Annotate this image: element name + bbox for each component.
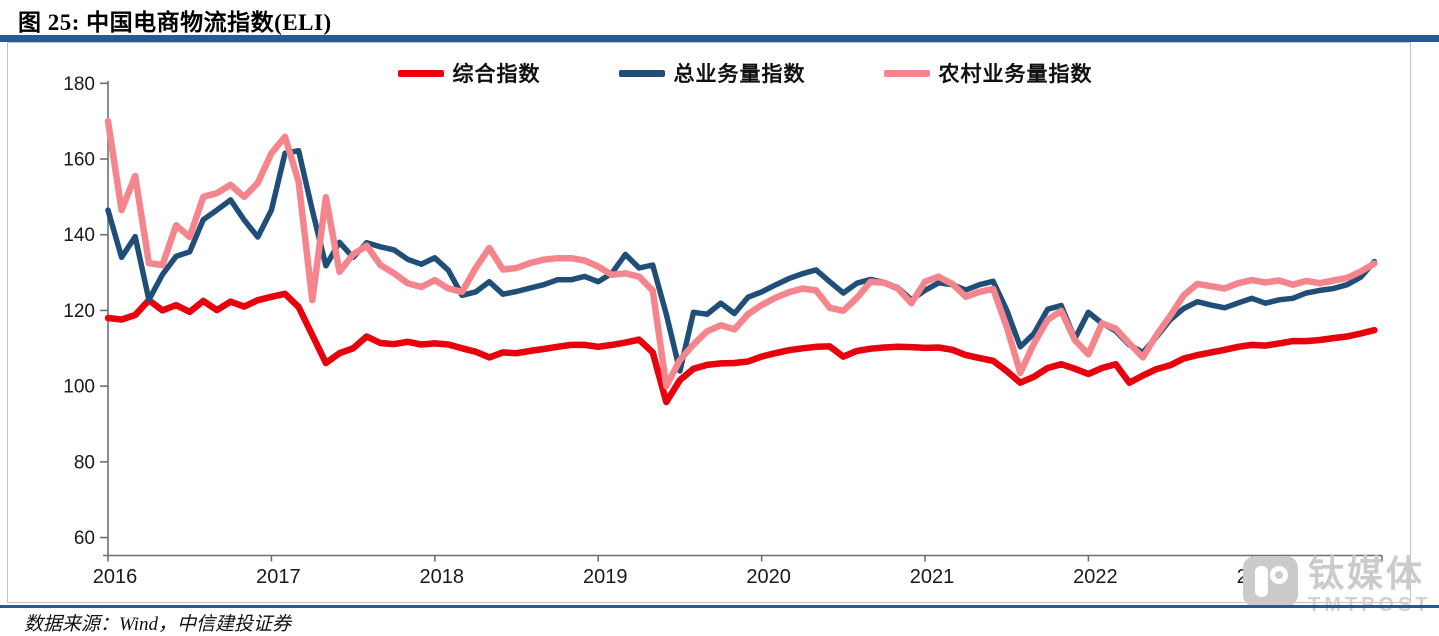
- y-tick-label: 140: [63, 225, 95, 246]
- legend-label: 农村业务量指数: [938, 63, 1093, 86]
- rural-volume-line: [104, 117, 1378, 390]
- title-rule: [0, 35, 1439, 42]
- chart-frame: [7, 42, 1411, 603]
- x-tick-label: 2022: [1073, 566, 1118, 588]
- legend-item-composite: 综合指数: [397, 58, 541, 88]
- y-tick-label: 180: [63, 74, 95, 95]
- watermark: 钛媒体 TMTPOST: [1243, 556, 1432, 615]
- y-tick-label: 60: [74, 528, 95, 549]
- legend-label: 总业务量指数: [673, 63, 806, 86]
- logo-bar: [1255, 566, 1268, 597]
- page-title: 图 25: 中国电商物流指数(ELI): [18, 10, 332, 35]
- legend-swatch-icon: [397, 69, 444, 77]
- x-tick-label: 2021: [910, 566, 955, 588]
- tmtpost-logo-icon: [1243, 556, 1298, 607]
- x-tick-label: 2017: [256, 566, 301, 588]
- legend-item-rural-volume: 农村业务量指数: [883, 58, 1093, 88]
- bottom-rule: [0, 605, 1439, 608]
- legend-item-total-volume: 总业务量指数: [618, 58, 806, 88]
- watermark-cn: 钛媒体: [1308, 553, 1426, 594]
- composite-index-line: [104, 290, 1378, 406]
- x-tick-label: 2019: [583, 566, 628, 588]
- legend-label: 综合指数: [452, 63, 541, 86]
- y-tick-label: 100: [63, 377, 95, 398]
- chart-legend: 综合指数 总业务量指数 农村业务量指数: [108, 58, 1382, 88]
- y-tick-label: 120: [63, 301, 95, 322]
- logo-ring: [1270, 566, 1288, 584]
- y-tick-label: 160: [63, 150, 95, 171]
- y-tick-label: 80: [74, 452, 95, 473]
- x-tick-label: 2020: [746, 566, 791, 588]
- x-tick-label: 2018: [420, 566, 465, 588]
- source-note: 数据来源：Wind，中信建投证券: [24, 614, 292, 635]
- legend-swatch-icon: [618, 69, 665, 77]
- watermark-text: 钛媒体 TMTPOST: [1308, 553, 1432, 616]
- x-tick-label: 2016: [93, 566, 138, 588]
- legend-swatch-icon: [883, 69, 930, 77]
